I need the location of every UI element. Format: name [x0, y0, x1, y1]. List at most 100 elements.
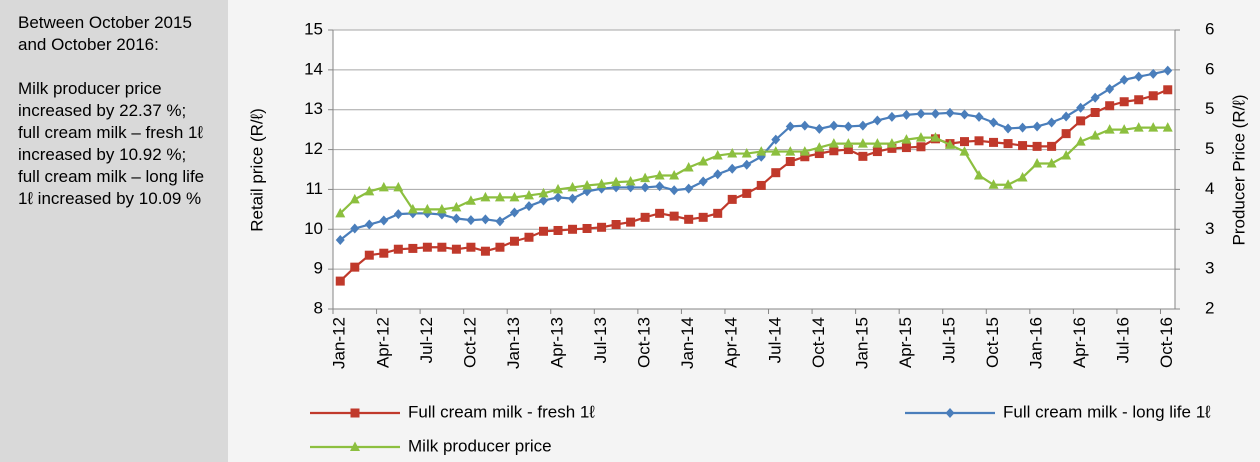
point — [887, 143, 897, 153]
point — [364, 250, 374, 260]
point — [974, 169, 985, 180]
point — [1003, 179, 1014, 189]
point — [814, 149, 824, 159]
point — [727, 194, 737, 204]
y-tick-label: 11 — [305, 179, 323, 198]
point — [524, 232, 534, 242]
y-tick-label: 10 — [304, 219, 323, 238]
point — [1134, 95, 1144, 105]
point — [669, 211, 679, 221]
point — [480, 246, 490, 256]
point — [915, 132, 926, 142]
point — [887, 111, 897, 122]
y2-tick-label: 6 — [1205, 59, 1214, 78]
point — [654, 169, 665, 180]
x-tick-label: Jan-13 — [504, 317, 523, 369]
point — [901, 134, 912, 144]
point — [451, 213, 461, 224]
point — [756, 146, 767, 156]
point — [466, 215, 476, 226]
point — [640, 212, 650, 222]
point — [422, 242, 432, 252]
point — [989, 117, 999, 128]
point — [553, 183, 564, 194]
y-tick-label: 15 — [304, 19, 323, 38]
point — [872, 115, 882, 126]
series-line — [339, 126, 1168, 215]
point — [436, 203, 447, 214]
point — [494, 191, 505, 202]
legend-label: Milk producer price — [408, 436, 552, 455]
x-tick-label: Oct-13 — [635, 317, 654, 368]
point — [741, 148, 752, 158]
point — [582, 179, 593, 190]
point — [1017, 171, 1028, 182]
point — [1105, 101, 1115, 111]
point — [407, 203, 418, 214]
point — [553, 225, 563, 235]
point — [655, 208, 665, 218]
point — [451, 201, 462, 212]
point — [640, 182, 650, 193]
legend-label: Full cream milk - fresh 1ℓ — [408, 402, 595, 421]
x-tick-label: Oct-15 — [983, 317, 1002, 368]
point — [626, 217, 636, 227]
point — [800, 152, 810, 162]
point — [350, 262, 360, 272]
point — [727, 163, 737, 174]
point — [742, 188, 752, 198]
point — [756, 180, 766, 190]
point — [1105, 83, 1115, 94]
point — [930, 108, 940, 119]
plot-area — [333, 30, 1175, 309]
point — [785, 121, 795, 132]
y2-tick-label: 5 — [1205, 99, 1214, 118]
point — [539, 195, 548, 206]
point — [814, 142, 825, 152]
y-axis-label: Retail price (R/ℓ) — [247, 108, 266, 232]
point — [437, 242, 447, 252]
point — [944, 139, 955, 149]
series-line — [339, 69, 1168, 241]
y2-tick-label: 3 — [1205, 219, 1214, 238]
point — [539, 226, 548, 236]
point — [408, 243, 418, 253]
x-tick-label: Apr-13 — [548, 317, 567, 368]
point — [379, 248, 389, 258]
point — [945, 107, 955, 118]
y2-tick-label: 2 — [1205, 298, 1214, 317]
x-tick-label: Apr-14 — [722, 317, 741, 368]
point — [640, 172, 651, 183]
y-tick-label: 8 — [314, 298, 323, 317]
point — [524, 201, 534, 212]
point — [1003, 139, 1013, 149]
point — [828, 138, 839, 148]
point — [451, 244, 461, 254]
point — [858, 120, 868, 131]
point — [698, 212, 708, 222]
point — [1133, 122, 1144, 132]
point — [1018, 122, 1028, 133]
point — [611, 176, 622, 187]
point — [1018, 141, 1028, 151]
point — [843, 145, 853, 155]
point — [1162, 122, 1173, 132]
y-tick-label: 14 — [304, 59, 323, 78]
point — [1119, 74, 1129, 85]
point — [974, 111, 984, 122]
point — [799, 146, 810, 156]
point — [1047, 141, 1057, 151]
point — [1104, 124, 1115, 134]
notes-panel: Between October 2015 and October 2016: M… — [0, 0, 228, 462]
legend-label: Full cream milk - long life 1ℓ — [1003, 402, 1211, 421]
point — [1061, 111, 1071, 122]
point — [1148, 68, 1158, 79]
point — [669, 185, 679, 196]
point — [1032, 141, 1042, 151]
point — [770, 146, 781, 156]
point — [335, 235, 345, 246]
point — [800, 120, 810, 131]
point — [364, 185, 375, 196]
